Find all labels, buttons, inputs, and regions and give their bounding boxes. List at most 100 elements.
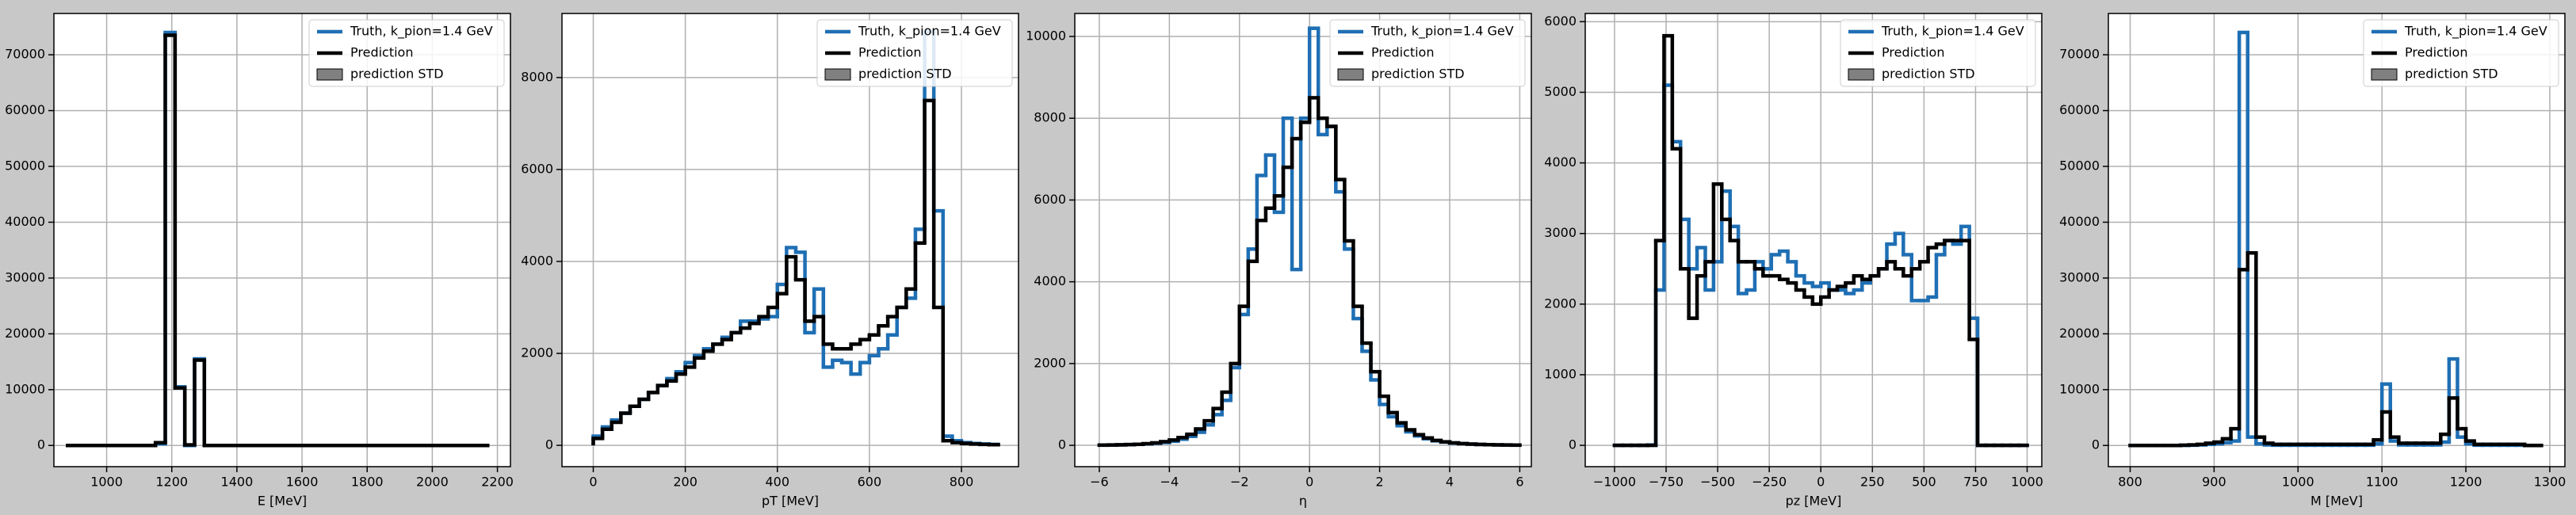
y-tick-label: 1000 (1544, 366, 1577, 381)
x-tick-label: −1000 (1593, 475, 1636, 490)
y-tick-label: 4000 (521, 253, 553, 268)
x-tick-label: 200 (673, 475, 698, 490)
y-tick-label: 6000 (1034, 192, 1066, 207)
x-tick-label: −2 (1230, 475, 1249, 490)
legend-label: Truth, k_pion=1.4 GeV (858, 24, 1001, 40)
x-axis-label: pT [MeV] (762, 494, 819, 509)
y-tick-label: 6000 (1544, 13, 1577, 29)
x-axis-label: M [MeV] (2310, 494, 2363, 509)
y-tick-label: 10000 (5, 381, 45, 396)
x-tick-label: 900 (2202, 475, 2226, 490)
legend-label: Prediction (1371, 45, 1434, 60)
x-tick-label: 2200 (481, 475, 514, 490)
y-tick-label: 60000 (5, 102, 45, 117)
y-tick-label: 50000 (2059, 158, 2100, 174)
legend-label: prediction STD (350, 67, 444, 82)
axes-frame (53, 13, 511, 467)
axes-frame (2108, 13, 2566, 467)
y-tick-label: 0 (1058, 437, 1066, 452)
x-tick-label: 500 (1912, 475, 1936, 490)
legend-box (1840, 19, 2036, 87)
y-tick-label: 60000 (2059, 102, 2100, 117)
y-tick-label: 8000 (521, 69, 553, 84)
y-tick-label: 10000 (2059, 381, 2100, 396)
y-tick-label: 30000 (2059, 269, 2100, 284)
y-tick-label: 0 (37, 437, 45, 452)
x-tick-label: 800 (2118, 475, 2142, 490)
y-tick-label: 10000 (1026, 29, 1066, 44)
legend-swatch (824, 68, 851, 81)
y-tick-label: 2000 (521, 345, 553, 360)
x-tick-label: 1400 (221, 475, 254, 490)
axes-frame (561, 13, 1019, 467)
y-tick-label: 40000 (2059, 214, 2100, 229)
x-tick-label: 600 (858, 475, 882, 490)
x-tick-label: 1200 (2450, 475, 2482, 490)
y-tick-label: 20000 (5, 326, 45, 341)
x-tick-label: 1200 (155, 475, 188, 490)
x-tick-label: −6 (1090, 475, 1109, 490)
legend-label: Truth, k_pion=1.4 GeV (2404, 24, 2547, 40)
legend-label: prediction STD (858, 67, 952, 82)
y-tick-label: 30000 (5, 269, 45, 284)
legend-label: prediction STD (1882, 67, 1975, 82)
legend-box (1329, 19, 1526, 87)
x-tick-label: 250 (1860, 475, 1885, 490)
x-tick-label: 1000 (90, 475, 123, 490)
x-tick-label: 1300 (2534, 475, 2566, 490)
x-axis-label: η (1299, 494, 1307, 509)
x-tick-label: 6 (1515, 475, 1523, 490)
x-tick-label: 2000 (416, 475, 449, 490)
x-tick-label: 0 (589, 475, 597, 490)
x-tick-label: 1600 (286, 475, 319, 490)
axes-frame (1074, 13, 1532, 467)
y-tick-label: 0 (2092, 437, 2100, 452)
legend-box (816, 19, 1013, 87)
x-axis-label: E [MeV] (258, 494, 307, 509)
axes-background (54, 13, 510, 467)
x-tick-label: 2 (1375, 475, 1383, 490)
x-tick-label: −750 (1649, 475, 1684, 490)
legend-swatch (316, 68, 343, 81)
x-tick-label: 0 (1305, 475, 1313, 490)
legend-label: Prediction (1882, 45, 1944, 60)
x-tick-label: 800 (950, 475, 974, 490)
legend-box (308, 19, 505, 87)
x-tick-label: 1100 (2366, 475, 2398, 490)
x-tick-label: 1000 (2011, 475, 2043, 490)
legend-label: Truth, k_pion=1.4 GeV (1881, 24, 2024, 40)
legend-label: prediction STD (1371, 67, 1465, 82)
x-tick-label: 400 (765, 475, 789, 490)
legend-box (2363, 19, 2559, 87)
y-tick-label: 70000 (5, 47, 45, 62)
legend-swatch (2371, 68, 2398, 81)
y-tick-label: 5000 (1544, 84, 1577, 99)
y-tick-label: 0 (1569, 437, 1577, 452)
x-tick-label: −250 (1752, 475, 1787, 490)
y-tick-label: 70000 (2059, 47, 2100, 62)
x-tick-label: 1000 (2282, 475, 2314, 490)
y-tick-label: 2000 (1544, 296, 1577, 311)
legend-swatch (1848, 68, 1875, 81)
y-tick-label: 6000 (521, 161, 553, 176)
axes-background (2108, 13, 2565, 467)
x-tick-label: 750 (1963, 475, 1988, 490)
x-tick-label: −4 (1160, 475, 1179, 490)
x-axis-label: pz [MeV] (1786, 494, 1842, 509)
x-tick-label: 4 (1446, 475, 1454, 490)
legend-label: prediction STD (2405, 67, 2498, 82)
legend-label: Prediction (858, 45, 921, 60)
y-tick-label: 8000 (1034, 110, 1066, 125)
y-tick-label: 0 (545, 437, 553, 452)
y-tick-label: 20000 (2059, 326, 2100, 341)
legend-swatch (1337, 68, 1364, 81)
axes-background (1075, 13, 1531, 467)
legend-label: Truth, k_pion=1.4 GeV (1370, 24, 1514, 40)
y-tick-label: 50000 (5, 158, 45, 174)
legend-label: Truth, k_pion=1.4 GeV (350, 24, 493, 40)
x-tick-label: 1800 (351, 475, 384, 490)
y-tick-label: 4000 (1544, 154, 1577, 170)
x-tick-label: 0 (1817, 475, 1825, 490)
legend-label: Prediction (2405, 45, 2467, 60)
